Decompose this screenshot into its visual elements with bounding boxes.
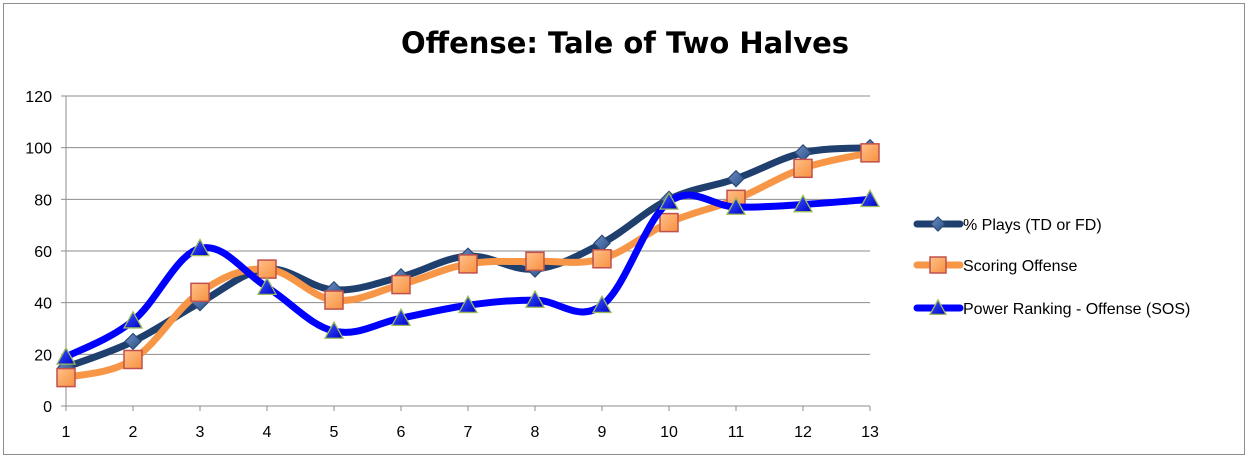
data-point-triangle [256,276,278,296]
x-tick-label: 9 [598,424,607,441]
y-tick-label: 0 [43,399,52,416]
data-point-triangle [859,188,881,208]
legend-item: % Plays (TD or FD) [913,216,1102,234]
legend: % Plays (TD or FD) Scoring Offense Power R… [913,216,1190,318]
x-tick-label: 7 [464,424,473,441]
data-point-triangle [390,307,412,327]
data-point-square [458,254,478,274]
data-point-square [324,290,344,310]
legend-item: Scoring Offense [913,256,1078,275]
x-tick-label: 1 [62,424,71,441]
data-point-square [860,143,880,163]
data-point-square [190,282,210,303]
y-tick-label: 80 [34,192,52,209]
series [55,138,881,388]
chart-title: Offense: Tale of Two Halves [400,26,850,60]
x-tick-label: 13 [861,424,879,441]
data-point-triangle [457,294,479,314]
data-point-triangle [189,238,211,257]
x-tick-label: 11 [728,424,745,441]
x-tick-label: 4 [263,424,272,441]
legend-label: Power Ranking - Offense (SOS) [963,301,1190,318]
data-point-square [592,249,612,269]
data-point-square [793,158,813,179]
legend-marker-square [929,256,947,274]
data-point-square [659,212,679,233]
data-point-diamond [727,169,745,188]
data-point-triangle [323,320,345,339]
y-tick-label: 100 [25,141,52,158]
series-markers [55,188,881,365]
x-tick-label: 12 [794,424,812,441]
data-point-square [257,259,277,279]
x-tick-label: 6 [397,424,406,441]
data-point-square [123,349,143,370]
legend-item: Power Ranking - Offense (SOS) [913,298,1190,318]
series-line [62,191,874,361]
data-point-triangle [792,194,814,213]
x-tick-label: 10 [660,424,678,441]
x-tick-label: 5 [330,424,339,441]
x-tick-label: 2 [129,424,138,441]
data-point-square [56,367,76,388]
y-tick-label: 120 [25,89,52,106]
legend-marker-diamond [930,216,946,232]
data-point-square [525,251,545,272]
data-point-square [391,274,411,295]
y-tick-label: 60 [34,244,52,261]
series-2 [55,188,881,365]
data-point-triangle [658,191,680,210]
x-tick-label: 3 [196,424,205,441]
x-tick-label: 8 [531,424,540,441]
data-point-triangle [725,196,747,215]
data-point-triangle [122,310,144,329]
legend-label: % Plays (TD or FD) [963,217,1102,234]
data-point-triangle [55,346,77,365]
data-point-triangle [524,289,546,308]
gridlines [66,95,870,355]
legend-marker-triangle [928,298,948,316]
y-tick-label: 40 [34,296,52,313]
data-point-diamond [124,332,142,351]
y-tick-label: 20 [34,347,52,364]
data-point-triangle [591,294,613,314]
legend-label: Scoring Offense [963,258,1078,275]
